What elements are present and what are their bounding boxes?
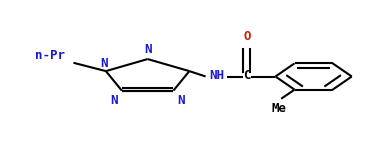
Text: Me: Me [272,102,287,115]
Text: O: O [243,30,250,43]
Text: N: N [110,94,118,107]
Text: N: N [100,57,108,70]
Text: NH: NH [209,69,224,82]
Text: C: C [243,69,250,82]
Text: n-Pr: n-Pr [35,49,65,62]
Text: N: N [144,43,151,56]
Text: N: N [177,94,185,107]
